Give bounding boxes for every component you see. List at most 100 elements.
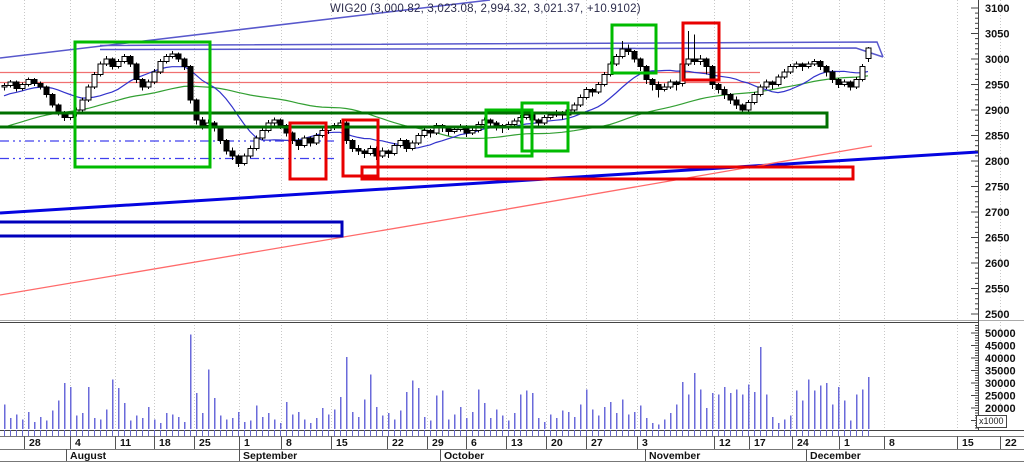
candle bbox=[7, 79, 14, 88]
day-label: 8 bbox=[286, 437, 292, 449]
volume-axis-label: 45000 bbox=[985, 341, 1016, 353]
day-label: 17 bbox=[754, 437, 766, 449]
upper-trendline bbox=[0, 0, 491, 59]
candle bbox=[85, 84, 92, 102]
candle bbox=[355, 145, 362, 155]
candle bbox=[625, 44, 632, 55]
candle bbox=[229, 147, 236, 160]
trendlines-layer bbox=[0, 0, 979, 296]
green-box-october-1 bbox=[484, 108, 534, 158]
candle bbox=[727, 93, 734, 104]
candle bbox=[127, 54, 134, 68]
candle bbox=[763, 79, 770, 90]
candle bbox=[139, 77, 146, 91]
price-axis-label: 2900 bbox=[985, 105, 1009, 117]
candle bbox=[133, 62, 140, 83]
day-label: 15 bbox=[962, 437, 974, 449]
day-label: 1 bbox=[844, 437, 850, 449]
day-label: 11 bbox=[120, 437, 131, 449]
date-axis: 28 4 11 18 25 1 8 15 22 29 6 13 20 27 3 12 17 24 1 8 15 22Aug… bbox=[0, 430, 1024, 462]
candle bbox=[49, 93, 56, 108]
candle bbox=[667, 79, 674, 90]
month-label: December bbox=[810, 450, 861, 462]
resistance-channel-bottom bbox=[99, 47, 884, 58]
candle bbox=[115, 59, 122, 69]
candle bbox=[301, 135, 308, 148]
candle bbox=[421, 127, 428, 138]
red-box-long bbox=[360, 165, 855, 181]
candle bbox=[703, 57, 710, 75]
candle bbox=[541, 115, 548, 125]
candle bbox=[343, 121, 350, 145]
candle bbox=[1, 82, 8, 91]
day-label: 12 bbox=[719, 437, 731, 449]
red-box-september-2 bbox=[341, 118, 380, 178]
candle bbox=[673, 80, 680, 91]
candle bbox=[91, 71, 98, 90]
day-label: 18 bbox=[159, 437, 171, 449]
candle bbox=[319, 127, 326, 138]
candle bbox=[793, 61, 800, 69]
support-trendline-thick bbox=[0, 150, 979, 215]
ma-short-line bbox=[3, 66, 869, 149]
candle bbox=[721, 86, 728, 99]
volume-axis-label: 30000 bbox=[985, 378, 1016, 390]
day-label: 29 bbox=[432, 437, 444, 449]
candle bbox=[847, 80, 854, 91]
day-label: 6 bbox=[471, 437, 477, 449]
candle bbox=[841, 79, 848, 87]
candle bbox=[175, 52, 182, 63]
candle bbox=[187, 65, 194, 104]
candle bbox=[241, 153, 248, 166]
green-box-october-2 bbox=[520, 101, 570, 153]
day-label: 25 bbox=[199, 437, 211, 449]
price-axis-label: 2950 bbox=[985, 80, 1009, 92]
candle bbox=[31, 77, 38, 87]
candle bbox=[169, 50, 176, 59]
candle bbox=[79, 97, 86, 113]
candle bbox=[121, 53, 128, 64]
candle bbox=[577, 94, 584, 107]
price-axis: 3100 3050 3000 2950 2900 2850 2800 2750 2700 2650… bbox=[971, 3, 1016, 429]
gridlines bbox=[24, 0, 1001, 430]
candle bbox=[367, 145, 374, 156]
green-box-august bbox=[73, 40, 212, 169]
candle bbox=[751, 92, 758, 105]
day-label: 22 bbox=[1005, 437, 1017, 449]
candle bbox=[637, 57, 644, 72]
candle bbox=[469, 127, 476, 135]
candle bbox=[97, 61, 104, 77]
candle bbox=[757, 84, 764, 97]
price-axis-label: 2800 bbox=[985, 156, 1009, 168]
volume-unit-label: x1000 bbox=[976, 415, 1007, 428]
candle bbox=[235, 154, 242, 168]
ma200-trendline bbox=[0, 145, 873, 296]
candle bbox=[781, 69, 788, 79]
day-label: 15 bbox=[336, 437, 348, 449]
candle bbox=[571, 102, 578, 113]
candle bbox=[259, 127, 266, 141]
candle bbox=[433, 122, 440, 135]
candle bbox=[511, 118, 518, 127]
candle bbox=[787, 64, 794, 74]
month-label: October bbox=[444, 450, 484, 462]
candle bbox=[37, 81, 44, 90]
candle bbox=[865, 47, 872, 62]
candle bbox=[379, 147, 386, 158]
candle bbox=[661, 83, 668, 92]
darkgreen-zone bbox=[0, 111, 829, 129]
candle bbox=[109, 57, 116, 70]
volume-axis-label: 40000 bbox=[985, 353, 1016, 365]
candle bbox=[349, 139, 356, 152]
volume-bars-layer bbox=[3, 334, 870, 429]
candle bbox=[631, 49, 638, 63]
candle bbox=[805, 61, 812, 69]
month-label: September bbox=[243, 450, 297, 462]
candle bbox=[253, 135, 260, 151]
candle bbox=[691, 34, 698, 66]
candle bbox=[313, 132, 320, 146]
red-box-november bbox=[681, 21, 721, 82]
chart-title: WIG20 (3,000.82, 3,023.08, 2,994.32, 3,0… bbox=[330, 3, 641, 15]
